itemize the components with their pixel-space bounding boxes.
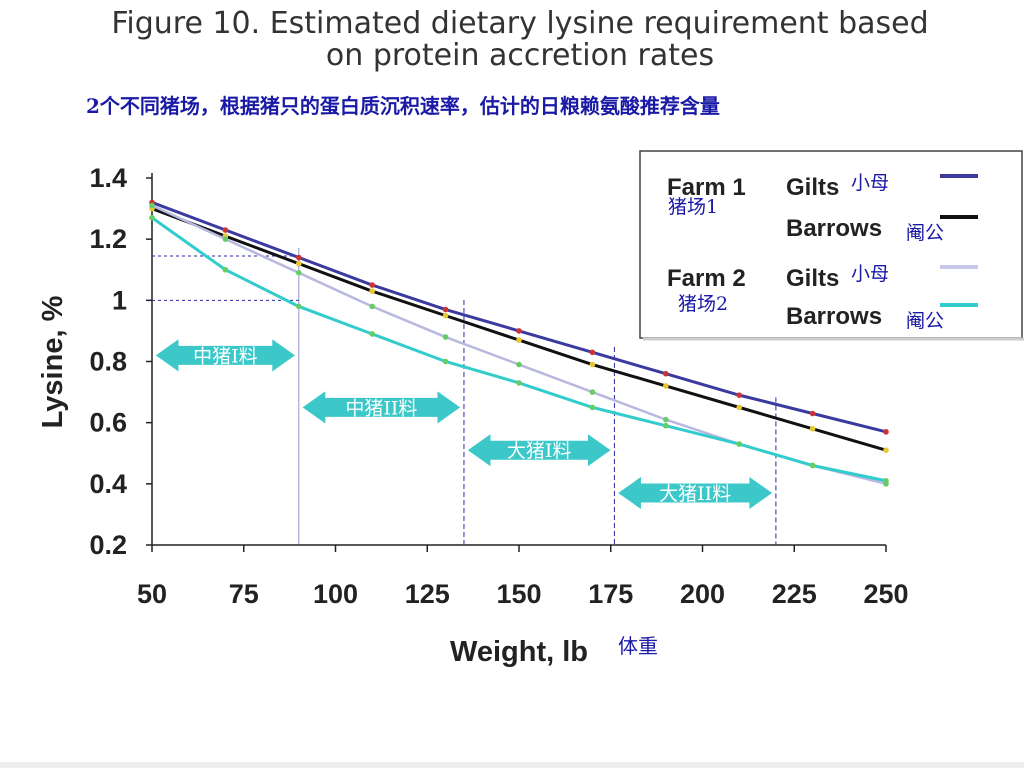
y-tick-label: 1: [112, 285, 127, 315]
x-tick-label: 75: [229, 579, 259, 609]
data-point: [883, 447, 889, 453]
legend-cn-label: 阉公: [906, 310, 944, 332]
data-point: [809, 425, 816, 432]
data-point: [222, 266, 229, 273]
data-point: [809, 410, 816, 417]
x-axis-label-cn: 体重: [618, 634, 658, 658]
data-point: [149, 202, 155, 209]
phase-label-3: 大猪I料: [507, 440, 572, 462]
x-tick-label: 175: [588, 579, 633, 609]
data-point: [369, 288, 376, 294]
legend-type-label: Barrows: [786, 303, 882, 330]
x-axis-label: Weight, lb: [450, 636, 588, 668]
data-point: [589, 349, 596, 356]
x-tick-label: 225: [772, 579, 817, 609]
phase-label-1: 中猪I料: [193, 345, 258, 367]
x-tick-label: 50: [137, 579, 167, 609]
data-point: [736, 441, 742, 447]
data-point: [296, 260, 302, 267]
y-tick-label: 0.2: [89, 530, 127, 560]
phase-arrow-2: [300, 389, 462, 426]
y-tick-label: 1.2: [89, 224, 127, 254]
data-point: [809, 462, 816, 469]
data-point: [369, 282, 376, 288]
data-point: [222, 227, 229, 233]
y-tick-label: 1.4: [89, 163, 127, 193]
data-point: [516, 361, 522, 368]
legend-cn-label: 小母: [851, 172, 889, 194]
data-point: [736, 404, 742, 411]
x-tick-label: 250: [863, 579, 908, 609]
data-point: [883, 477, 889, 484]
phase-label-2: 中猪II料: [345, 397, 417, 419]
phase-arrow-4: [616, 475, 774, 511]
legend-type-label: Gilts: [786, 174, 839, 201]
data-point: [589, 389, 596, 395]
data-point: [589, 404, 596, 411]
legend-cn-label: 小母: [851, 263, 889, 285]
phase-label-4: 大猪II料: [659, 483, 731, 505]
data-point: [222, 236, 229, 242]
figure-title: Figure 10. Estimated dietary lysine requ…: [0, 8, 1024, 72]
figure-title-line-2: on protein accretion rates: [325, 38, 715, 73]
legend-farm-label: Farm 2: [667, 265, 746, 292]
y-tick-label: 0.6: [89, 408, 127, 438]
legend-farm1-cn: 猪场1: [668, 196, 718, 218]
data-point: [149, 214, 155, 221]
data-point: [589, 361, 596, 368]
x-tick-label: 100: [313, 579, 358, 609]
data-point: [369, 303, 376, 310]
chinese-subtitle: 2个不同猪场，根据猪只的蛋白质沉积速率，估计的日粮赖氨酸推荐含量: [86, 94, 720, 118]
data-point: [442, 334, 449, 340]
data-point: [883, 429, 889, 435]
data-point: [736, 392, 742, 398]
data-point: [442, 312, 449, 319]
data-point: [663, 416, 669, 423]
legend-farm-label: Farm 1: [667, 174, 746, 201]
x-tick-label: 150: [496, 579, 541, 609]
data-point: [296, 270, 302, 276]
bottom-rule: [0, 762, 1024, 768]
y-axis-label: Lysine, %: [37, 295, 69, 428]
data-point: [442, 306, 449, 313]
data-point: [296, 254, 302, 261]
data-point: [442, 358, 449, 365]
data-point: [663, 383, 669, 389]
data-point: [369, 331, 376, 337]
data-point: [296, 303, 302, 310]
data-point: [663, 370, 669, 377]
legend-type-label: Gilts: [786, 265, 839, 292]
x-tick-label: 200: [680, 579, 725, 609]
phase-arrow-3: [466, 432, 613, 469]
phase-arrow-1: [154, 337, 297, 374]
legend-type-label: Barrows: [786, 215, 882, 242]
y-tick-label: 0.8: [89, 347, 127, 377]
data-point: [516, 337, 522, 343]
x-tick-label: 125: [405, 579, 450, 609]
data-point: [516, 328, 522, 334]
legend-cn-label: 阉公: [906, 222, 944, 244]
figure-title-line-1: Figure 10. Estimated dietary lysine requ…: [111, 6, 929, 41]
y-tick-label: 0.4: [89, 469, 127, 499]
legend-farm2-cn: 猪场2: [678, 293, 728, 315]
data-point: [516, 380, 522, 386]
data-point: [663, 422, 669, 429]
